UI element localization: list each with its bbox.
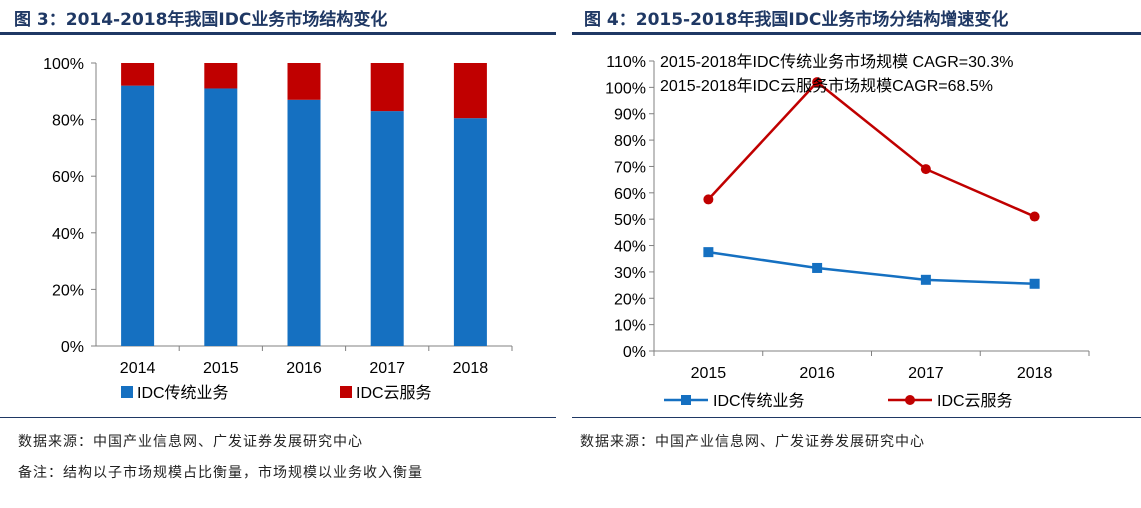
legend-label: IDC传统业务	[713, 392, 805, 410]
figure-3-title: 图 3：2014-2018年我国IDC业务市场结构变化	[14, 10, 388, 30]
y-tick-label: 40%	[52, 226, 84, 243]
data-point-circle	[812, 77, 823, 88]
y-tick-label: 0%	[623, 344, 646, 361]
x-tick-label: 2015	[203, 360, 239, 377]
series-line	[708, 250, 1035, 286]
figure-4-top-rule	[572, 32, 1141, 35]
figure-3-bottom-rule	[0, 417, 556, 418]
y-tick-label: 10%	[614, 318, 646, 335]
series-line	[707, 80, 1036, 218]
x-tick-label: 2016	[799, 365, 835, 382]
bar-segment	[453, 63, 487, 119]
y-tick-label: 60%	[52, 169, 84, 186]
stacked-bar-chart: 0% 20% 40% 60% 80% 100% 2014 2015 2016 2017 2018 ID…	[43, 56, 513, 402]
y-tick-label: 0%	[61, 339, 84, 356]
cagr-annotation: 2015-2018年IDC传统业务市场规模 CAGR=30.3%	[660, 53, 1013, 71]
legend-label: IDC传统业务	[137, 384, 229, 402]
legend-marker-square	[681, 395, 691, 405]
bar-segment	[121, 85, 155, 346]
y-tick-label: 40%	[614, 239, 646, 256]
bar-segment	[370, 111, 404, 346]
x-tick-label: 2017	[908, 365, 944, 382]
x-tick-label: 2016	[286, 360, 322, 377]
legend-swatch	[121, 386, 133, 398]
figure-3-top-rule	[0, 32, 556, 35]
figure-3-note: 备注：结构以子市场规模占比衡量，市场规模以业务收入衡量	[18, 465, 423, 481]
bar-segment	[287, 99, 321, 346]
data-point-circle	[1029, 211, 1040, 222]
data-point-square	[920, 274, 931, 285]
figure-4-title: 图 4：2015-2018年我国IDC业务市场分结构增速变化	[584, 10, 1009, 30]
data-point-square	[1029, 278, 1040, 289]
y-tick-label: 70%	[614, 159, 646, 176]
bar-segment	[121, 63, 155, 86]
x-tick-label: 2018	[1017, 365, 1053, 382]
figure-3-panel: 图 3：2014-2018年我国IDC业务市场结构变化 0% 20% 40% 60% 8…	[0, 0, 556, 508]
data-point-square	[812, 262, 823, 273]
bar-segment	[204, 63, 238, 89]
y-tick-label: 110%	[606, 54, 646, 71]
y-tick-label: 80%	[614, 133, 646, 150]
data-point-circle	[920, 164, 931, 175]
y-tick-label: 90%	[614, 107, 646, 124]
cagr-annotation: 2015-2018年IDC云服务市场规模CAGR=68.5%	[660, 77, 993, 95]
y-tick-label: 20%	[52, 282, 84, 299]
figure-4-panel: 图 4：2015-2018年我国IDC业务市场分结构增速变化 0% 10% 20% 3…	[572, 0, 1141, 508]
x-tick-label: 2014	[120, 360, 156, 377]
bar-segment	[370, 63, 404, 112]
data-point-square	[703, 247, 714, 258]
y-tick-label: 80%	[52, 113, 84, 130]
figure-4-source: 数据来源：中国产业信息网、广发证券发展研究中心	[580, 434, 925, 450]
y-tick-label: 30%	[614, 265, 646, 282]
legend-swatch	[340, 386, 352, 398]
x-tick-label: 2018	[453, 360, 489, 377]
legend-marker-circle	[905, 395, 915, 405]
y-tick-label: 100%	[43, 56, 84, 73]
legend-label: IDC云服务	[356, 384, 432, 402]
y-tick-label: 20%	[614, 291, 646, 308]
y-tick-label: 100%	[605, 80, 646, 97]
y-tick-label: 50%	[614, 212, 646, 229]
bar-segment	[204, 88, 238, 346]
y-tick-label: 60%	[614, 186, 646, 203]
figure-4-bottom-rule	[572, 417, 1141, 418]
data-point-circle	[703, 194, 714, 205]
x-tick-label: 2017	[369, 360, 405, 377]
bar-segment	[287, 63, 321, 100]
line-chart: 0% 10% 20% 30% 40% 50% 60% 70% 80% 90% 100% 110% 201…	[605, 53, 1090, 410]
bar-segment	[453, 118, 487, 346]
legend-label: IDC云服务	[937, 392, 1013, 410]
x-tick-label: 2015	[691, 365, 727, 382]
figure-3-source: 数据来源：中国产业信息网、广发证券发展研究中心	[18, 434, 363, 450]
